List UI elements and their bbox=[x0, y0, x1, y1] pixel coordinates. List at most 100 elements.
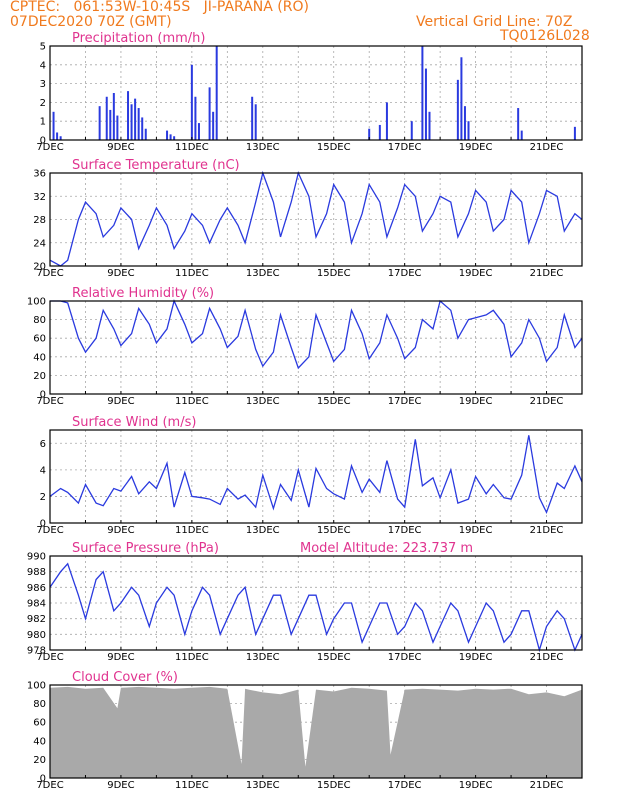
surface-pressure-ytick-label: 980 bbox=[27, 630, 46, 641]
surface-pressure-xtick-label: 7DEC bbox=[36, 652, 63, 663]
relative-humidity-xtick-label: 9DEC bbox=[107, 396, 134, 407]
surface-temperature-series-line bbox=[49, 170, 583, 267]
precipitation-bar bbox=[463, 106, 466, 140]
precipitation-frame bbox=[49, 45, 583, 141]
precipitation-bar bbox=[137, 108, 140, 140]
surface-pressure-ytick-label: 984 bbox=[27, 599, 46, 610]
cloud-cover-ytick-label: 80 bbox=[33, 699, 46, 710]
surface-temperature-frame bbox=[49, 172, 583, 267]
surface-pressure-ytick-label: 978 bbox=[27, 646, 46, 657]
surface-temperature-xtick-label: 19DEC bbox=[459, 268, 493, 279]
header-grid-note: Vertical Grid Line: 70Z bbox=[416, 14, 573, 30]
surface-wind-xtick-label: 9DEC bbox=[107, 525, 134, 536]
surface-pressure-ytick-label: 990 bbox=[27, 552, 46, 563]
cloud-cover-xtick-label: 7DEC bbox=[36, 780, 63, 791]
relative-humidity-xtick-label: 17DEC bbox=[388, 396, 422, 407]
precipitation-bar bbox=[109, 109, 112, 140]
surface-temperature-xtick-label: 11DEC bbox=[175, 268, 209, 279]
relative-humidity-ytick-label: 0 bbox=[40, 390, 46, 401]
precipitation-bar bbox=[410, 121, 413, 140]
header-location: CPTEC: 061:53W-10:45S JI-PARANA (RO) bbox=[10, 0, 309, 15]
cloud-cover-ytick-label: 100 bbox=[27, 681, 46, 692]
cloud-cover-xtick-label: 9DEC bbox=[107, 780, 134, 791]
cloud-cover-ytick-label: 60 bbox=[33, 718, 46, 729]
cloud-cover-xtick-label: 15DEC bbox=[317, 780, 351, 791]
surface-pressure-xtick-label: 19DEC bbox=[459, 652, 493, 663]
surface-wind-series-line bbox=[49, 435, 583, 515]
precipitation-bar bbox=[378, 124, 381, 140]
precipitation-bar bbox=[197, 123, 200, 140]
header-date: 07DEC2020 70Z (GMT) bbox=[10, 14, 172, 30]
precipitation-bar bbox=[105, 96, 108, 140]
relative-humidity-xtick-label: 7DEC bbox=[36, 396, 63, 407]
precipitation-bar bbox=[52, 111, 55, 140]
relative-humidity-xtick-label: 15DEC bbox=[317, 396, 351, 407]
surface-wind-xtick-label: 11DEC bbox=[175, 525, 209, 536]
precipitation-bar bbox=[56, 132, 59, 140]
relative-humidity-xtick-label: 21DEC bbox=[530, 396, 564, 407]
surface-temperature-xtick-label: 15DEC bbox=[317, 268, 351, 279]
precipitation-ytick-label: 5 bbox=[40, 42, 46, 53]
cloud-cover-xtick-label: 21DEC bbox=[530, 780, 564, 791]
precipitation-bar bbox=[385, 102, 388, 140]
precipitation-xtick-label: 21DEC bbox=[530, 142, 564, 153]
relative-humidity-ytick-label: 60 bbox=[33, 334, 46, 345]
precipitation-bar bbox=[144, 128, 147, 140]
surface-pressure-xtick-label: 13DEC bbox=[246, 652, 280, 663]
precipitation-xtick-label: 13DEC bbox=[246, 142, 280, 153]
cloud-cover-area bbox=[50, 686, 582, 778]
precipitation-bar bbox=[460, 57, 463, 140]
precipitation-xtick-label: 19DEC bbox=[459, 142, 493, 153]
precipitation-bar bbox=[112, 93, 115, 140]
surface-wind-xtick-label: 13DEC bbox=[246, 525, 280, 536]
surface-pressure-xtick-label: 9DEC bbox=[107, 652, 134, 663]
relative-humidity-series-line bbox=[50, 299, 583, 370]
relative-humidity-ytick-label: 100 bbox=[27, 297, 46, 308]
precipitation-bar bbox=[517, 108, 520, 140]
precipitation-bar bbox=[456, 79, 459, 140]
precipitation-bar bbox=[98, 106, 101, 140]
relative-humidity-ytick-label: 80 bbox=[33, 315, 46, 326]
relative-humidity-xtick-label: 13DEC bbox=[246, 396, 280, 407]
precipitation-ytick-label: 3 bbox=[40, 79, 46, 90]
surface-wind-ytick-label: 0 bbox=[40, 519, 46, 530]
surface-wind-frame bbox=[49, 429, 583, 524]
precipitation-bar bbox=[467, 121, 470, 140]
precipitation-bar bbox=[424, 68, 427, 140]
relative-humidity-xtick-label: 19DEC bbox=[459, 396, 493, 407]
surface-pressure-frame bbox=[49, 555, 583, 651]
precipitation-xtick-label: 15DEC bbox=[317, 142, 351, 153]
precipitation-bar bbox=[59, 136, 62, 140]
precipitation-ytick-label: 2 bbox=[40, 98, 46, 109]
surface-wind-title: Surface Wind (m/s) bbox=[72, 415, 196, 430]
cloud-cover-xtick-label: 13DEC bbox=[246, 780, 280, 791]
precipitation-bar bbox=[169, 134, 172, 140]
cloud-cover-ytick-label: 20 bbox=[33, 755, 46, 766]
header-code: TQ0126L028 bbox=[500, 28, 590, 44]
surface-pressure-ytick-label: 986 bbox=[27, 583, 46, 594]
surface-temperature-ytick-label: 36 bbox=[33, 169, 46, 180]
precipitation-ytick-label: 4 bbox=[40, 60, 46, 71]
cloud-cover-frame bbox=[49, 684, 583, 779]
precipitation-bar bbox=[368, 128, 371, 140]
relative-humidity-frame bbox=[49, 300, 583, 395]
surface-pressure-xtick-label: 21DEC bbox=[530, 652, 564, 663]
precipitation-bar bbox=[251, 96, 254, 140]
precipitation-bar bbox=[190, 64, 193, 140]
surface-temperature-ytick-label: 28 bbox=[33, 215, 46, 226]
surface-pressure-title: Surface Pressure (hPa) bbox=[72, 541, 219, 556]
surface-temperature-ytick-label: 32 bbox=[33, 192, 46, 203]
surface-wind-xtick-label: 15DEC bbox=[317, 525, 351, 536]
precipitation-bar bbox=[173, 136, 176, 140]
surface-temperature-xtick-label: 17DEC bbox=[388, 268, 422, 279]
surface-wind-ytick-label: 2 bbox=[40, 492, 46, 503]
relative-humidity-ytick-label: 20 bbox=[33, 371, 46, 382]
surface-pressure-xtick-label: 11DEC bbox=[175, 652, 209, 663]
surface-wind-ytick-label: 4 bbox=[40, 465, 46, 476]
precipitation-bar bbox=[194, 96, 197, 140]
relative-humidity-xtick-label: 11DEC bbox=[175, 396, 209, 407]
surface-pressure-xtick-label: 17DEC bbox=[388, 652, 422, 663]
cloud-cover-xtick-label: 17DEC bbox=[388, 780, 422, 791]
precipitation-bar bbox=[116, 115, 119, 140]
